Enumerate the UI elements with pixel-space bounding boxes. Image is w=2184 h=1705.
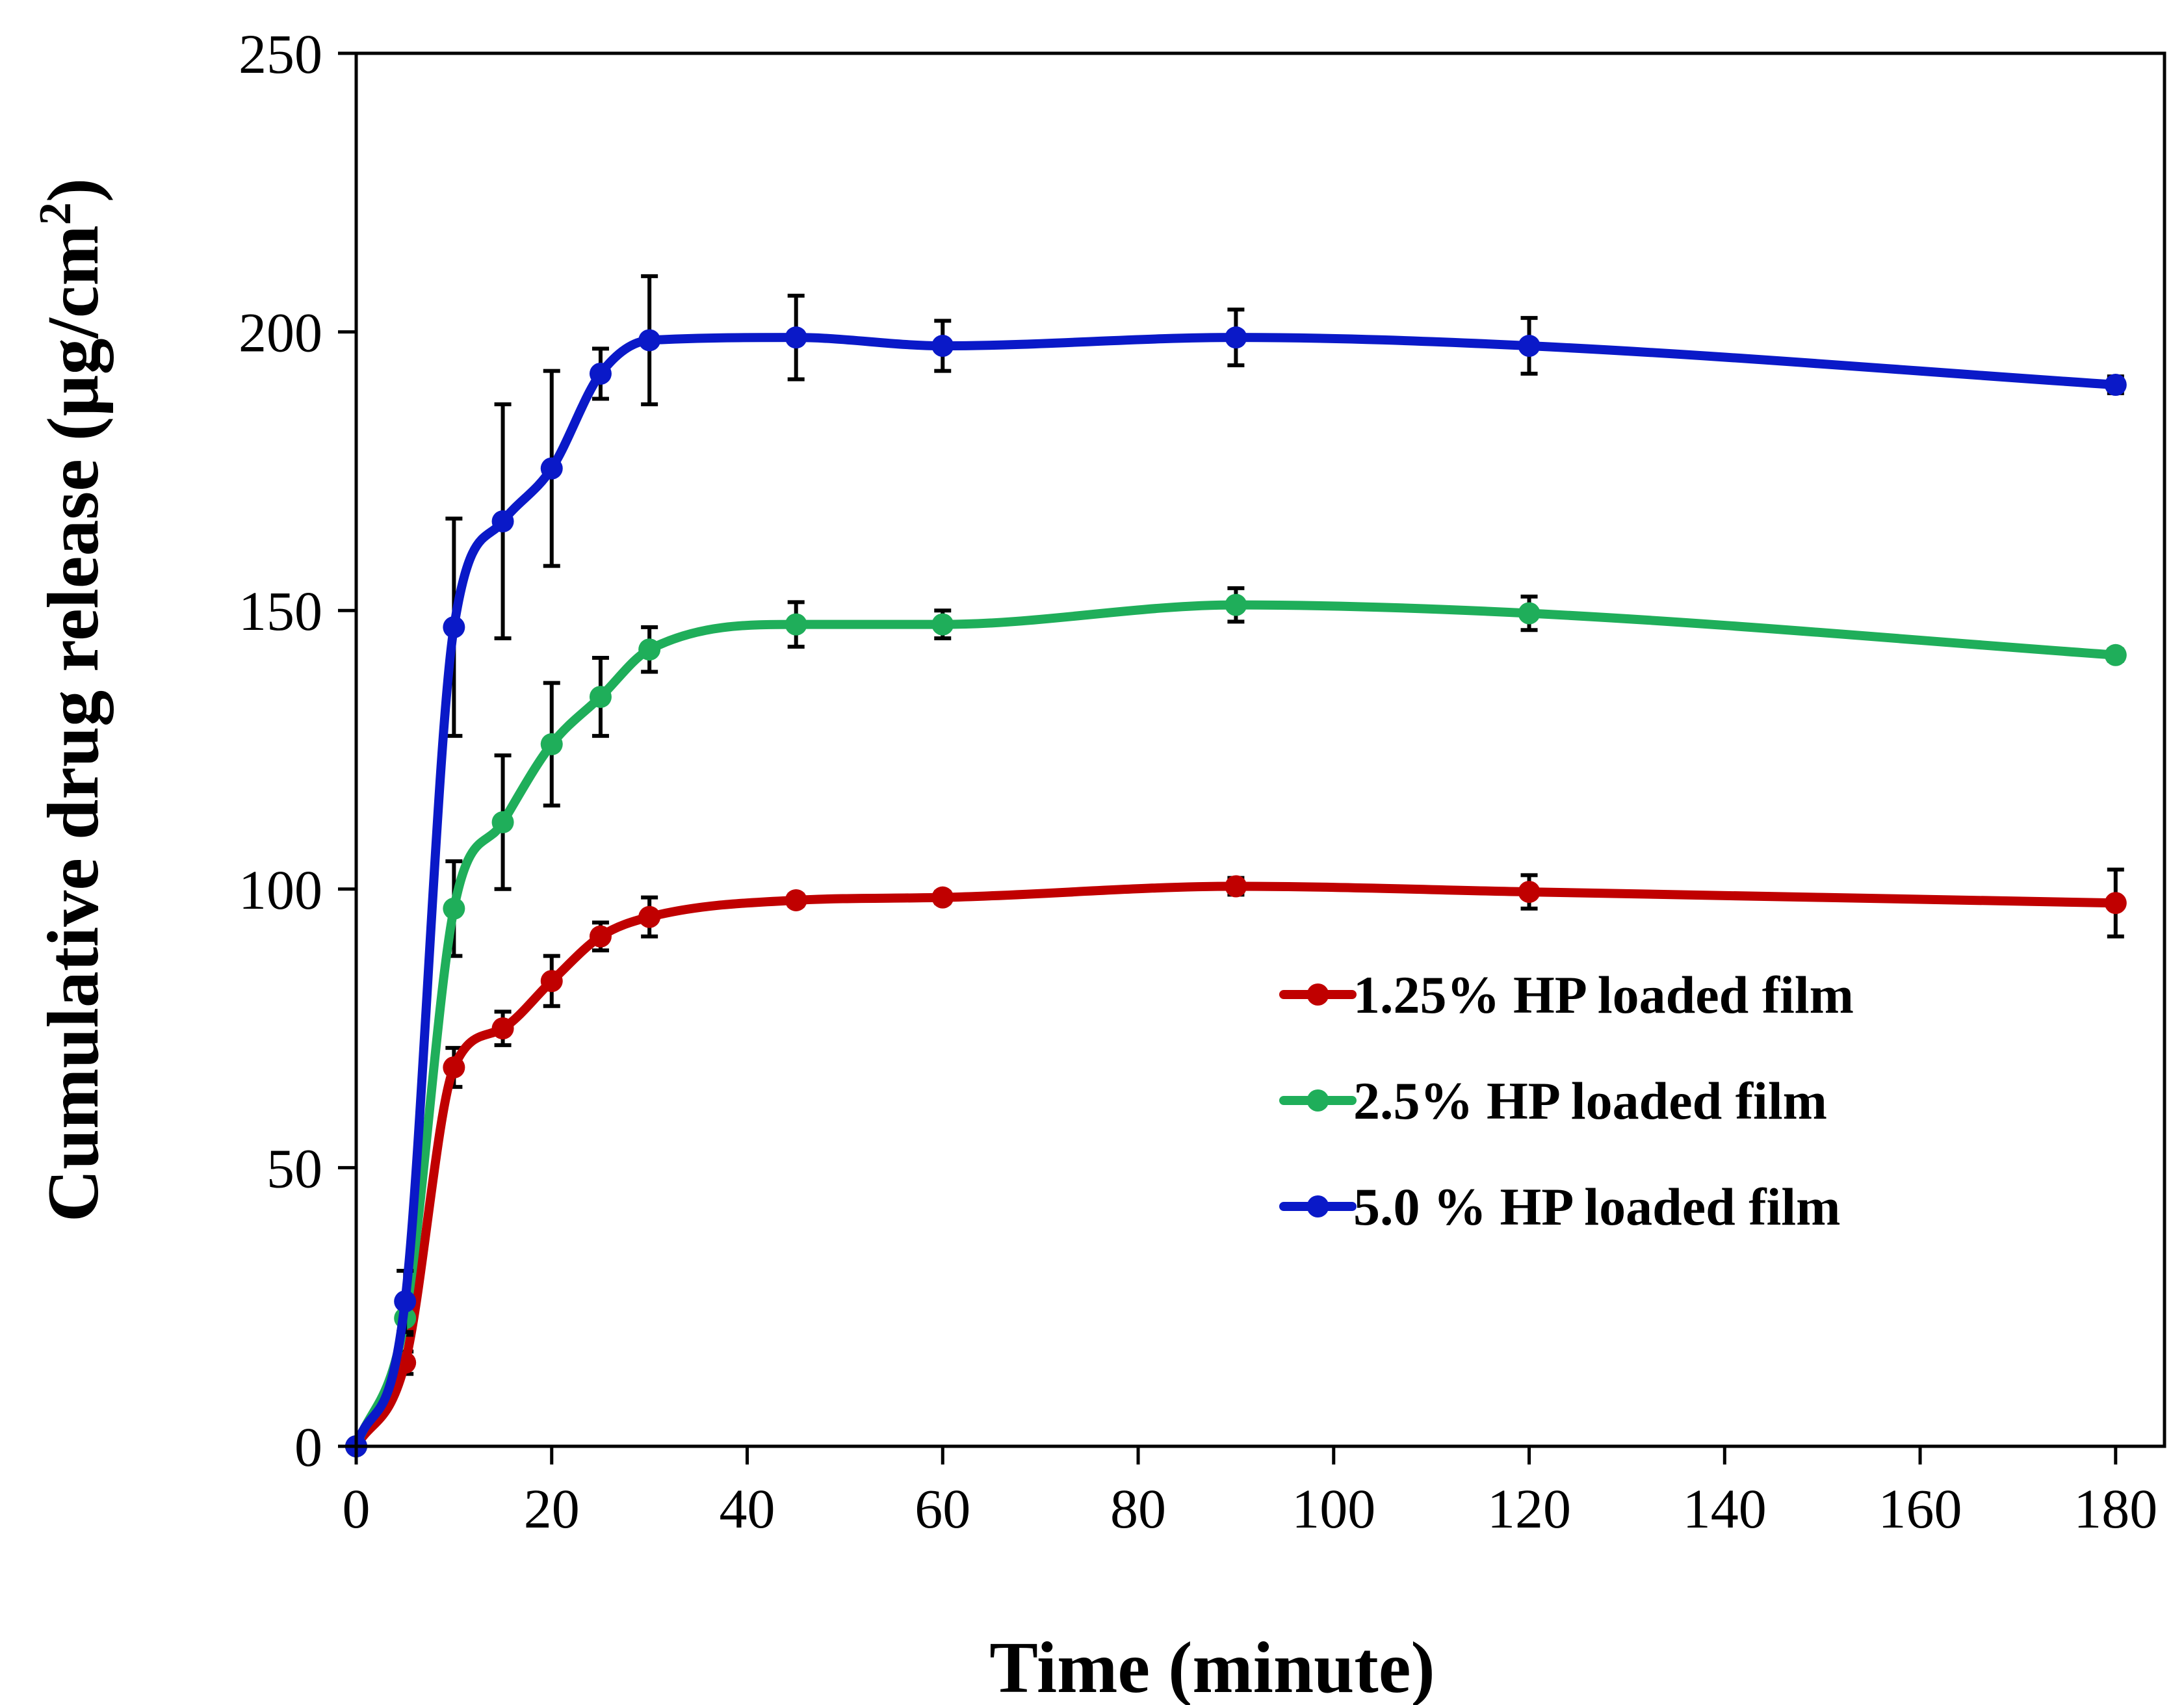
- x-tick-label: 120: [1487, 1477, 1571, 1540]
- x-tick-label: 180: [2074, 1477, 2157, 1540]
- legend-label: 1.25% HP loaded film: [1353, 965, 1854, 1024]
- x-tick-label: 0: [343, 1477, 370, 1540]
- y-axis-title-close: ): [33, 178, 114, 202]
- series-1-point: [1518, 881, 1540, 904]
- series-2-point: [1225, 593, 1247, 616]
- series-2-point: [589, 686, 612, 709]
- y-tick-label: 200: [239, 302, 322, 364]
- plot-frame: [354, 51, 2166, 1448]
- x-tick-label: 100: [1292, 1477, 1375, 1540]
- x-tick-label: 20: [524, 1477, 580, 1540]
- y-tick-label: 150: [239, 580, 322, 642]
- series-3-point: [2104, 374, 2127, 397]
- series-1-point: [589, 925, 612, 948]
- series-3-point: [1225, 326, 1247, 349]
- series-2-point: [785, 613, 807, 636]
- y-axis-title-superscript: 2: [31, 202, 81, 225]
- series-3-point: [443, 616, 465, 638]
- y-tick-label: 100: [239, 859, 322, 921]
- series-3-point: [785, 326, 807, 349]
- series-2-point: [491, 811, 514, 833]
- y-tick-label: 50: [266, 1137, 322, 1199]
- x-tick-label: 60: [915, 1477, 970, 1540]
- legend-swatch-marker: [1306, 1089, 1329, 1112]
- legend-item-1: 1.25% HP loaded film: [1279, 965, 1854, 1024]
- x-tick-label: 160: [1878, 1477, 1962, 1540]
- x-tick-label: 40: [720, 1477, 775, 1540]
- series-1: [345, 867, 2127, 1457]
- series-1-point: [1225, 875, 1247, 898]
- series-layer: [345, 274, 2127, 1457]
- series-3-point: [931, 335, 954, 358]
- series-1-point: [638, 905, 661, 928]
- series-2-point: [2104, 644, 2127, 666]
- y-tick-label: 0: [294, 1416, 322, 1478]
- series-2-point: [540, 733, 563, 755]
- series-2-point: [443, 897, 465, 920]
- series-2-point: [638, 638, 661, 661]
- y-axis-title: Cumulative drug release (µg/cm2): [31, 178, 114, 1222]
- series-3-point: [589, 362, 612, 385]
- series-3-point: [540, 457, 563, 480]
- series-2: [345, 586, 2127, 1457]
- series-1-point: [491, 1017, 514, 1040]
- legend-swatch-marker: [1306, 983, 1329, 1006]
- series-2-point: [931, 613, 954, 636]
- series-3-point: [394, 1290, 417, 1313]
- series-2-line: [352, 600, 2120, 1451]
- series-3-point: [491, 510, 514, 533]
- legend-label: 5.0 % HP loaded film: [1353, 1177, 1840, 1236]
- y-axis-title-main: Cumulative drug release (µg/cm: [33, 225, 114, 1222]
- axes-layer: 0 50 100 150 200 250 0 20 40 60 80 100 120 140 160 180: [239, 23, 2166, 1540]
- series-1-point: [540, 970, 563, 993]
- legend-swatch-marker: [1306, 1195, 1329, 1217]
- series-1-point: [2104, 892, 2127, 915]
- legend: 1.25% HP loaded film 2.5% HP loaded film 5…: [1279, 965, 1854, 1236]
- y-tick-label: 250: [239, 23, 322, 85]
- series-1-point: [443, 1056, 465, 1079]
- legend-item-2: 2.5% HP loaded film: [1279, 1071, 1827, 1130]
- series-3-point: [638, 329, 661, 352]
- legend-item-3: 5.0 % HP loaded film: [1279, 1177, 1840, 1236]
- series-1-point: [931, 886, 954, 909]
- x-axis-title: Time (minute): [989, 1628, 1435, 1705]
- series-1-point: [785, 889, 807, 911]
- series-2-point: [1518, 602, 1540, 625]
- x-tick-label: 140: [1683, 1477, 1767, 1540]
- series-3-point: [1518, 335, 1540, 358]
- legend-label: 2.5% HP loaded film: [1353, 1071, 1827, 1130]
- x-tick-label: 80: [1110, 1477, 1166, 1540]
